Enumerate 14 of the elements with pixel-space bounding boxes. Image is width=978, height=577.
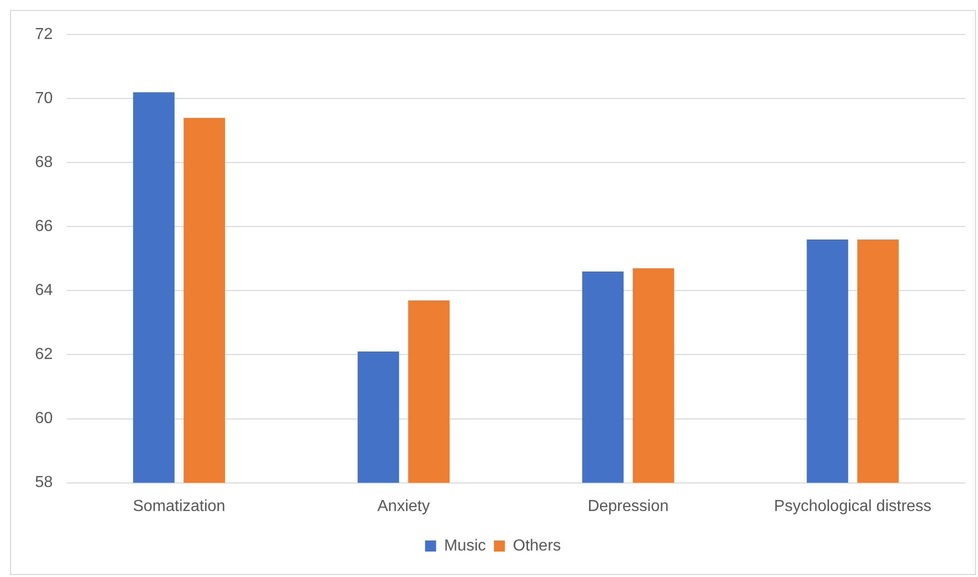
y-tick-label: 72 — [35, 26, 53, 44]
y-tick-label: 60 — [35, 410, 53, 428]
x-tick-label: Psychological distress — [774, 498, 932, 515]
x-tick-label: Somatization — [132, 498, 226, 515]
y-tick-label: 66 — [35, 218, 53, 236]
y-tick-label: 70 — [35, 90, 53, 108]
y-tick-label: 68 — [35, 154, 53, 172]
legend-label: Music — [444, 537, 486, 554]
legend-label: Others — [512, 537, 561, 554]
x-tick-label: Depression — [588, 498, 669, 515]
y-tick-label: 64 — [35, 282, 53, 300]
y-tick-label: 58 — [35, 474, 53, 492]
x-tick-label: Anxiety — [377, 498, 430, 515]
y-tick-label: 62 — [35, 346, 53, 364]
